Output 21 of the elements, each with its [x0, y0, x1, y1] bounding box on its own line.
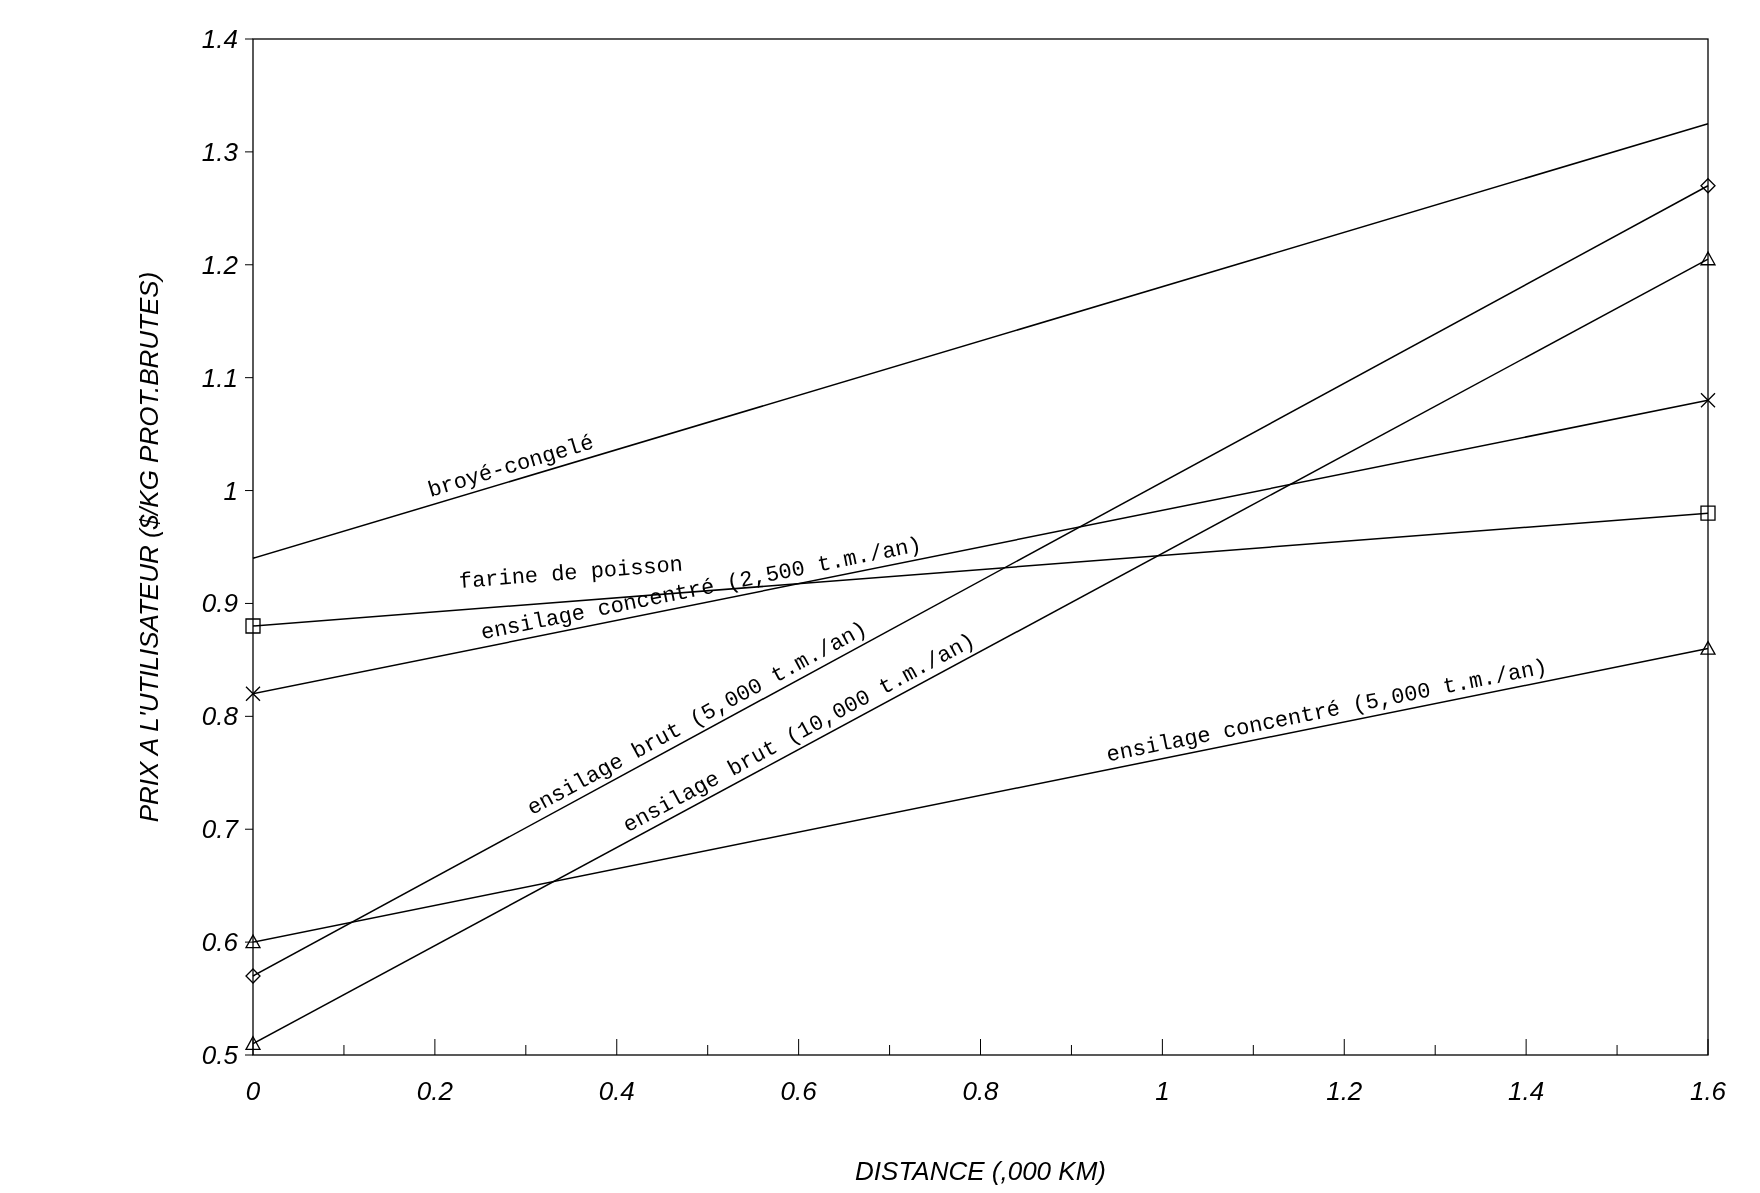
x-tick-label: 1.2 — [1326, 1076, 1363, 1106]
y-tick-label: 1.3 — [201, 136, 239, 167]
y-tick-label: 0.5 — [201, 1040, 239, 1070]
x-tick-label: 0.8 — [962, 1076, 1000, 1106]
y-tick-label: 0.7 — [201, 814, 240, 845]
x-tick-label: 1.6 — [1689, 1076, 1727, 1106]
x-axis-title: DISTANCE (,000 KM) — [855, 1156, 1106, 1186]
y-tick-label: 0.8 — [201, 701, 239, 732]
y-axis-title: PRIX A L'UTILISATEUR ($/KG PROT.BRUTES) — [134, 271, 164, 823]
y-tick-label: 1.1 — [201, 362, 238, 393]
x-tick-label: 1.4 — [1508, 1076, 1545, 1106]
x-tick-label: 0.2 — [416, 1076, 454, 1106]
y-tick-label: 0.6 — [201, 927, 239, 958]
x-tick-label: 0.6 — [780, 1076, 818, 1106]
y-tick-label: 1 — [223, 475, 238, 506]
y-tick-label: 1.4 — [201, 24, 238, 54]
x-tick-label: 1 — [1155, 1076, 1170, 1106]
y-tick-label: 1.2 — [201, 249, 239, 280]
x-tick-label: 0 — [245, 1076, 261, 1106]
x-tick-label: 0.4 — [598, 1076, 635, 1106]
y-tick-label: 0.9 — [201, 588, 238, 619]
